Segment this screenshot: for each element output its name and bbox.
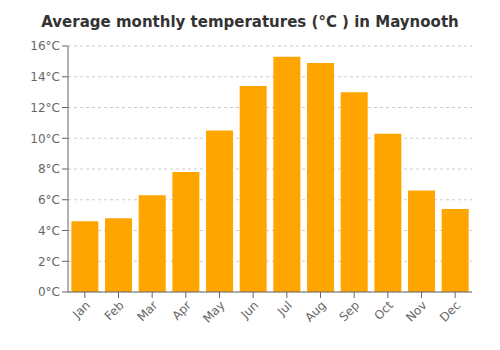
svg-text:10°C: 10°C [30, 132, 60, 146]
svg-text:May: May [200, 298, 227, 325]
svg-text:Oct: Oct [371, 298, 396, 323]
svg-text:12°C: 12°C [30, 101, 60, 115]
svg-text:Nov: Nov [403, 298, 429, 324]
svg-text:Jun: Jun [237, 298, 261, 322]
svg-text:Dec: Dec [437, 298, 463, 324]
svg-text:2°C: 2°C [38, 255, 60, 269]
svg-text:6°C: 6°C [38, 193, 60, 207]
svg-text:Aug: Aug [302, 298, 328, 324]
html-text:Average monthly temperatures (: Average monthly temperatures (°C ) in Ma… [41, 13, 459, 31]
svg-text:Feb: Feb [102, 298, 127, 323]
svg-text:0°C: 0°C [38, 285, 60, 299]
svg-text:8°C: 8°C [38, 162, 60, 176]
svg-text:16°C: 16°C [30, 39, 60, 53]
svg-text:4°C: 4°C [38, 224, 60, 238]
svg-text:Sep: Sep [336, 298, 362, 324]
svg-text:Jul: Jul [274, 298, 295, 319]
svg-text:14°C: 14°C [30, 70, 60, 84]
svg-text:Apr: Apr [169, 298, 194, 323]
svg-text:Jan: Jan [69, 298, 93, 322]
svg-text:Mar: Mar [134, 298, 160, 324]
